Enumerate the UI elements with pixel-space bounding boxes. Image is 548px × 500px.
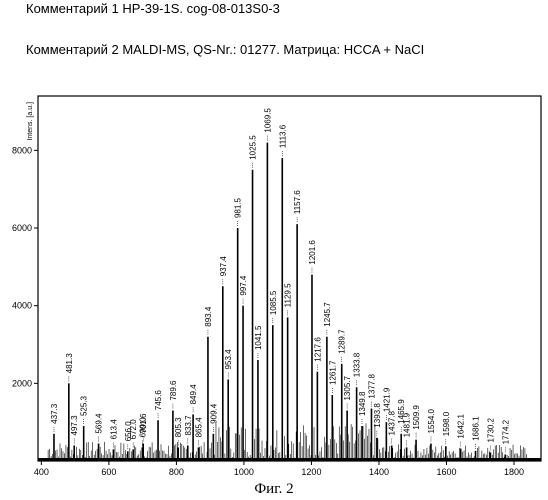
y-tick-label: 2000 [12,378,32,388]
plot-frame [38,96,541,461]
peak-label: 981.5 [234,197,243,218]
peak-label: 1157.6 [293,190,302,214]
x-tick-label: 1600 [436,467,456,477]
peak-label: 1041.5 [254,325,263,350]
mass-spectrum-chart: 437.3481.3497.3525.3569.4613.4656.0672.0… [0,0,548,478]
peak-label: 1113.6 [278,124,287,148]
peak-label: 672.0 [129,419,138,440]
x-tick-label: 400 [34,467,49,477]
peak-label: 1217.6 [313,337,322,362]
y-tick-label: 4000 [12,301,32,311]
peak-label: 1393.8 [373,403,382,428]
peak-label: 953.4 [224,349,233,370]
peak-label: 1509.9 [412,405,421,430]
peak-label: 1481.9 [403,412,412,437]
x-tick-label: 800 [169,467,184,477]
peak-label: 1642.1 [457,414,466,439]
peak-label: 1333.8 [353,352,362,377]
x-tick-label: 600 [101,467,116,477]
peak-label: 1245.7 [323,302,332,327]
y-tick-label: 6000 [12,223,32,233]
peak-label: 789.6 [169,380,178,401]
peak-label: 1774.2 [501,419,510,444]
figure-caption: Фиг. 2 [0,481,548,498]
peak-label: 745.6 [154,390,163,411]
peak-label: 1686.1 [472,416,481,441]
peak-label: 1025.5 [249,135,258,160]
peak-label: 1349.8 [358,391,367,416]
peak-label: 865.4 [194,417,203,438]
peak-label: 1305.7 [343,376,352,401]
peak-label: 1261.7 [328,360,337,385]
peak-label: 937.4 [219,256,228,277]
x-tick-label: 1800 [504,467,524,477]
peak-label: 1421.9 [382,387,391,412]
peak-label: 1554.0 [427,409,436,434]
y-tick-label: 8000 [12,145,32,155]
peak-label: 1598.0 [442,411,451,436]
peak-label: 613.4 [109,419,118,440]
peak-label: 497.3 [70,415,79,436]
peak-label: 997.4 [239,275,248,296]
peak-label: 1129.5 [284,283,293,307]
peak-label: 1069.5 [263,108,272,133]
peak-label: 525.3 [80,395,89,416]
peak-label: 569.4 [95,413,104,434]
peak-label: 805.3 [174,417,183,438]
x-tick-label: 1400 [369,467,389,477]
x-tick-label: 1000 [234,467,254,477]
peak-label: 1289.7 [338,329,347,354]
y-axis-label: Intens. [a.u.] [27,102,34,141]
peak-label: 1377.8 [367,374,376,399]
x-tick-label: 1200 [301,467,321,477]
peak-label: 909.4 [209,403,218,424]
peak-label: 701.6 [139,413,148,434]
peak-label: 833.7 [184,415,193,436]
peak-label: 437.3 [50,403,59,424]
peak-label: 893.4 [204,306,213,327]
peak-label: 1437.8 [388,410,397,435]
peak-label: 849.4 [189,384,198,405]
peak-label: 1201.6 [308,240,317,265]
peak-label: 1085.5 [269,290,278,315]
peak-label: 1730.2 [486,417,495,442]
peak-label: 481.3 [65,353,74,374]
